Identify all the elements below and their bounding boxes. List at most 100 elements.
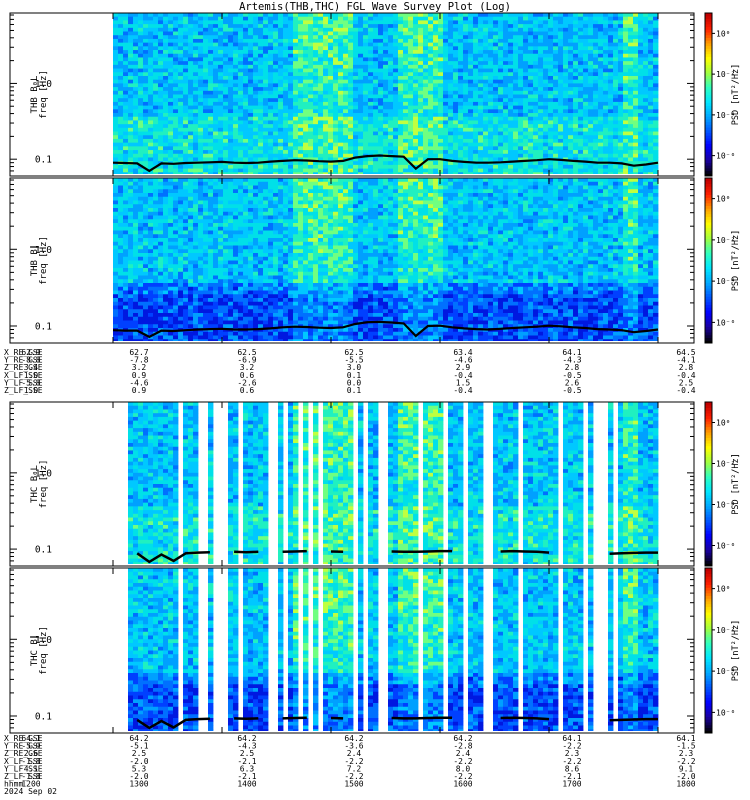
spectrogram-cell — [113, 283, 119, 288]
spectrogram-cell — [198, 113, 204, 118]
spectrogram-cell — [208, 75, 214, 81]
spectrogram-cell — [508, 109, 514, 114]
spectrogram-cell — [458, 109, 464, 114]
spectrogram-cell — [583, 53, 589, 58]
spectrogram-cell — [518, 31, 524, 36]
spectrogram-cell — [408, 42, 414, 47]
spectrogram-cell — [403, 42, 409, 47]
spectrogram-cell — [173, 168, 179, 173]
spectrogram-cell — [383, 83, 389, 88]
spectrogram-cell — [543, 164, 549, 169]
spectrogram-cell — [158, 42, 164, 47]
spectrogram-cell — [318, 35, 324, 40]
spectrogram-cell — [313, 113, 319, 118]
spectrogram-cell — [618, 105, 624, 110]
spectrogram-cell — [308, 42, 314, 47]
spectrogram-cell — [648, 101, 654, 107]
spectrogram-cell — [628, 72, 634, 77]
spectrogram-cell — [368, 53, 374, 58]
spectrogram-cell — [453, 53, 459, 58]
spectrogram-cell — [238, 46, 244, 51]
spectrogram-cell — [123, 116, 129, 121]
spectrogram-cell — [418, 79, 424, 84]
spectrogram-cell — [618, 38, 624, 44]
spectrogram-cell — [463, 72, 469, 77]
spectrogram-cell — [643, 157, 649, 162]
spectrogram-cell — [123, 124, 129, 129]
spectrogram-cell — [523, 153, 529, 158]
spectrogram-cell — [398, 24, 404, 29]
spectrogram-cell — [368, 57, 374, 62]
spectrogram-cell — [203, 68, 209, 73]
spectrogram-cell — [653, 75, 659, 81]
spectrogram-cell — [223, 27, 229, 32]
spectrogram-cell — [338, 94, 344, 99]
spectrogram-cell — [598, 57, 604, 62]
spectrogram-cell — [593, 164, 599, 169]
spectrogram-cell — [428, 38, 434, 44]
spectrogram-cell — [133, 13, 139, 18]
spectrogram-cell — [533, 161, 539, 166]
spectrogram-cell — [318, 113, 324, 118]
spectrogram-cell — [508, 105, 514, 110]
spectrogram-cell — [468, 98, 474, 103]
spectrogram-cell — [183, 168, 189, 173]
spectrogram-cell — [428, 75, 434, 81]
spectrogram-cell — [383, 24, 389, 29]
spectrogram-cell — [588, 42, 594, 47]
spectrogram-cell — [268, 27, 274, 32]
spectrogram-cell — [333, 79, 339, 84]
spectrogram-cell — [348, 94, 354, 99]
spectrogram-cell — [388, 109, 394, 114]
spectrogram-cell — [378, 13, 384, 18]
spectrogram-cell — [493, 53, 499, 58]
spectrogram-cell — [198, 150, 204, 155]
spectrogram-cell — [523, 98, 529, 103]
spectrogram-cell — [588, 135, 594, 140]
spectrogram-cell — [588, 64, 594, 69]
spectrogram-cell — [223, 153, 229, 158]
colorbar-label: PSD [nT²/Hz] — [731, 64, 741, 125]
spectrogram-cell — [148, 46, 154, 51]
spectrogram-cell — [523, 72, 529, 77]
spectrogram-cell — [498, 90, 504, 95]
spectrogram-cell — [288, 161, 294, 166]
spectrogram-cell — [533, 20, 539, 25]
spectrogram-cell — [168, 135, 174, 140]
spectrogram-cell — [353, 64, 359, 69]
spectrogram-cell — [318, 105, 324, 110]
spectrogram-cell — [493, 98, 499, 103]
spectrogram-cell — [508, 20, 514, 25]
spectrogram-cell — [388, 105, 394, 110]
spectrogram-cell — [563, 168, 569, 173]
spectrogram-cell — [113, 98, 119, 103]
spectrogram-cell — [468, 87, 474, 92]
spectrogram-cell — [183, 20, 189, 25]
spectrogram-cell — [313, 50, 319, 55]
spectrogram-cell — [438, 116, 444, 121]
spectrogram-cell — [288, 142, 294, 147]
spectrogram-cell — [273, 75, 279, 81]
spectrogram-cell — [623, 105, 629, 110]
spectrogram-cell — [623, 72, 629, 77]
spectrogram-cell — [268, 64, 274, 69]
spectrogram-cell — [303, 146, 309, 151]
spectrogram-cell — [653, 13, 659, 18]
spectrogram-cell — [578, 105, 584, 110]
spectrogram-cell — [303, 127, 309, 132]
spectrogram-cell — [418, 61, 424, 66]
spectrogram-cell — [363, 146, 369, 151]
spectrogram-cell — [478, 72, 484, 77]
spectrogram-cell — [273, 142, 279, 147]
spectrogram-cell — [198, 98, 204, 103]
spectrogram-cell — [218, 135, 224, 140]
spectrogram-cell — [253, 35, 259, 40]
spectrogram-cell — [558, 109, 564, 114]
spectrogram-cell — [283, 57, 289, 62]
colorbar-frame — [704, 12, 713, 177]
spectrogram-cell — [588, 72, 594, 77]
spectrogram-cell — [613, 16, 619, 21]
spectrogram-cell — [408, 38, 414, 44]
spectrogram-cell — [528, 150, 534, 155]
spectrogram-cell — [508, 150, 514, 155]
